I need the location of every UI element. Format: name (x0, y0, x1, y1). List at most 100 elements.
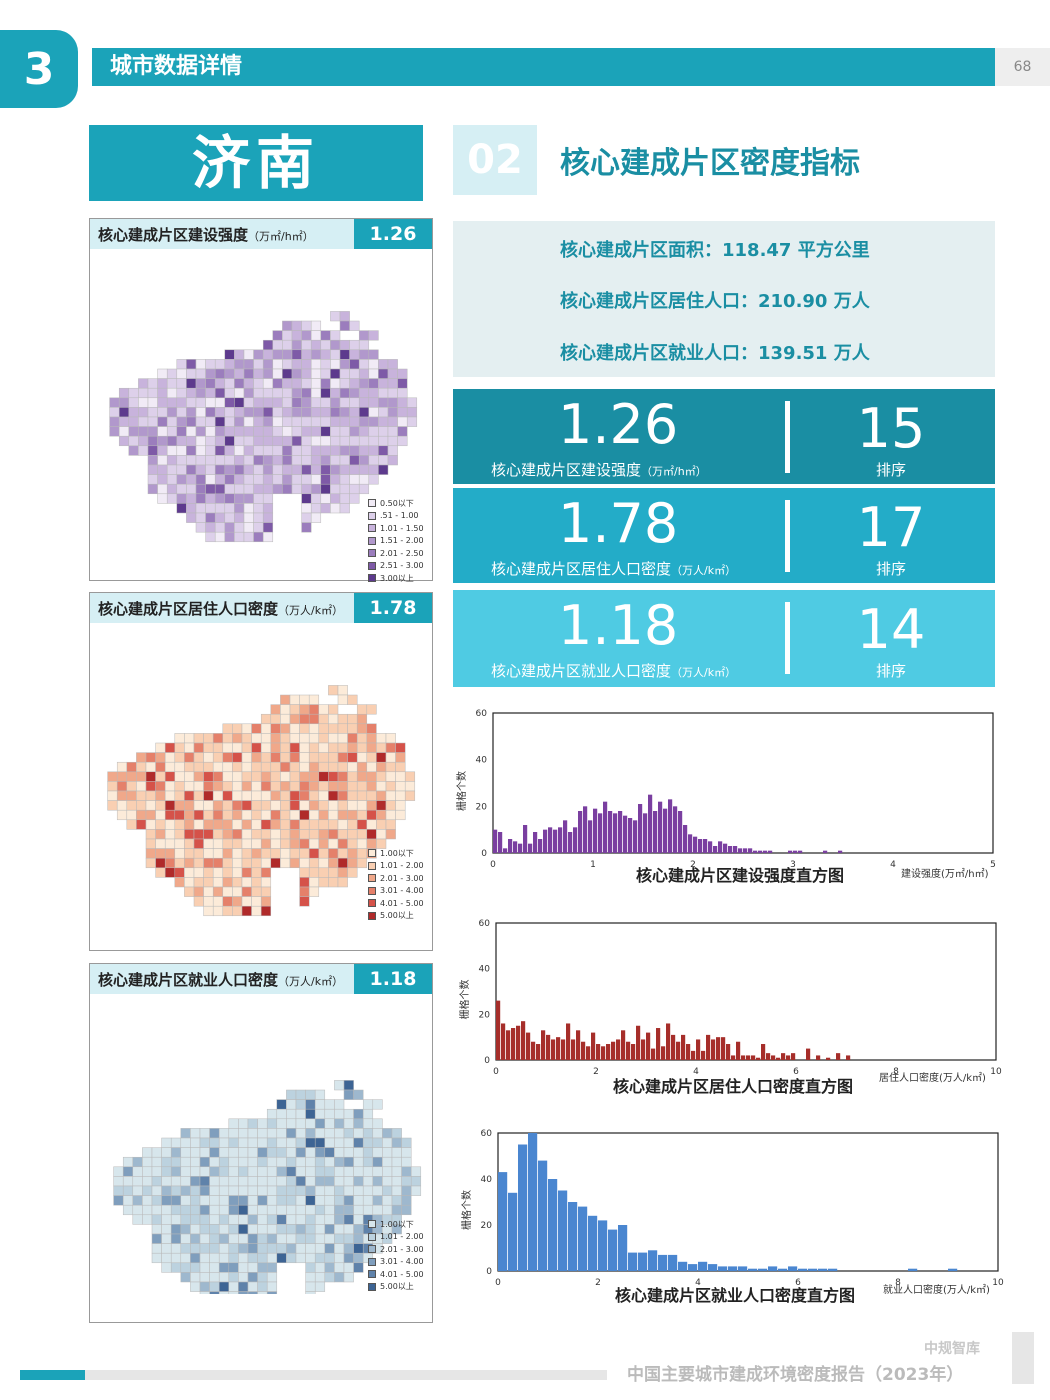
grid-cell (195, 493, 206, 504)
grid-cell (301, 512, 312, 523)
grid-cell (147, 464, 158, 475)
grid-cell (164, 857, 176, 869)
grid-cell (406, 397, 418, 408)
grid-cell (234, 435, 245, 447)
grid-cell (218, 1185, 230, 1196)
grid-cell (395, 752, 406, 763)
grid-cell (353, 1224, 364, 1235)
histogram-bar (718, 1266, 728, 1271)
histogram-bar (671, 1034, 676, 1060)
histogram-bar (766, 1053, 771, 1060)
grid-cell (232, 723, 243, 734)
grid-cell (238, 1128, 249, 1139)
footer-side-tab (1012, 1332, 1034, 1384)
grid-cell (401, 1185, 412, 1196)
grid-cell (251, 742, 262, 753)
grid-cell (238, 1281, 249, 1292)
grid-cell (209, 1147, 220, 1158)
grid-cell (151, 1224, 162, 1235)
histogram-bar (768, 1266, 778, 1271)
grid-cell (406, 416, 418, 427)
y-tick-label: 40 (481, 1175, 493, 1185)
legend-swatch (368, 524, 376, 533)
grid-cell (353, 1128, 364, 1139)
grid-cell (376, 819, 387, 830)
grid-cell (270, 742, 281, 753)
grid-cell (224, 512, 235, 523)
grid-cell (310, 445, 322, 456)
grid-cell (184, 819, 195, 830)
grid-cell (164, 809, 176, 821)
histogram-bar (543, 829, 548, 853)
grid-cell (343, 1137, 354, 1148)
grid-cell (314, 1195, 326, 1206)
grid-cell (401, 1147, 412, 1158)
grid-cell (174, 857, 185, 869)
grid-cell (262, 464, 274, 475)
grid-cell (155, 781, 166, 792)
histogram-bar (506, 1030, 511, 1060)
grid-cell (337, 838, 348, 849)
grid-cell (218, 1176, 230, 1187)
grid-cell (212, 838, 224, 849)
grid-cell (260, 886, 272, 897)
grid-cell (286, 1099, 297, 1110)
histogram-bar (816, 1055, 821, 1060)
grid-cell (218, 1147, 230, 1158)
grid-cell (337, 761, 348, 773)
grid-cell (203, 733, 214, 744)
grid-cell (151, 1185, 162, 1196)
grid-cell (347, 723, 358, 734)
grid-cell (362, 1099, 374, 1110)
histogram-bar (663, 808, 668, 853)
grid-cell (301, 378, 312, 389)
grid-cell (314, 1108, 326, 1120)
grid-cell (251, 905, 262, 917)
grid-cell (276, 1243, 287, 1254)
grid-cell (391, 1204, 402, 1216)
histogram-bar (548, 827, 553, 853)
grid-cell (349, 464, 360, 475)
legend-label: 2.01 - 3.00 (380, 873, 424, 883)
grid-cell (251, 761, 262, 773)
grid-cell (136, 819, 147, 830)
grid-cell (347, 809, 358, 821)
histogram-bar (548, 1179, 558, 1271)
grid-cell (334, 1224, 345, 1235)
grid-cell (247, 1137, 258, 1148)
histogram-bar (546, 1034, 551, 1060)
grid-cell (214, 483, 226, 495)
grid-cell (232, 781, 243, 792)
histogram-bar (503, 848, 508, 853)
grid-cell (272, 339, 283, 351)
grid-cell (362, 1128, 374, 1139)
histogram-bar (691, 1050, 696, 1060)
grid-cell (318, 733, 329, 744)
resident-population-info: 核心建成片区居住人口：210.90 万人 (560, 291, 870, 312)
grid-cell (382, 1204, 393, 1216)
grid-cell (358, 407, 370, 418)
grid-cell (190, 1195, 201, 1206)
grid-cell (243, 359, 254, 370)
histogram-bar (501, 1023, 506, 1060)
legend-swatch (368, 1220, 376, 1229)
histogram-bar (508, 1192, 518, 1271)
grid-cell (305, 1099, 316, 1110)
histogram-bar (808, 1268, 818, 1271)
grid-cell (347, 867, 358, 878)
grid-cell (214, 445, 226, 456)
grid-cell (145, 781, 156, 792)
grid-cell (203, 819, 214, 830)
grid-cell (308, 800, 320, 811)
grid-cell (308, 723, 320, 734)
grid-cell (209, 1291, 220, 1294)
grid-cell (166, 378, 178, 389)
grid-cell (228, 1118, 239, 1129)
grid-cell (291, 378, 302, 389)
x-tick-label: 6 (793, 1067, 799, 1077)
grid-cell (410, 1166, 422, 1177)
histogram-bar (698, 839, 703, 853)
grid-cell (349, 378, 360, 389)
grid-cell (218, 1166, 230, 1177)
grid-cell (337, 685, 348, 696)
